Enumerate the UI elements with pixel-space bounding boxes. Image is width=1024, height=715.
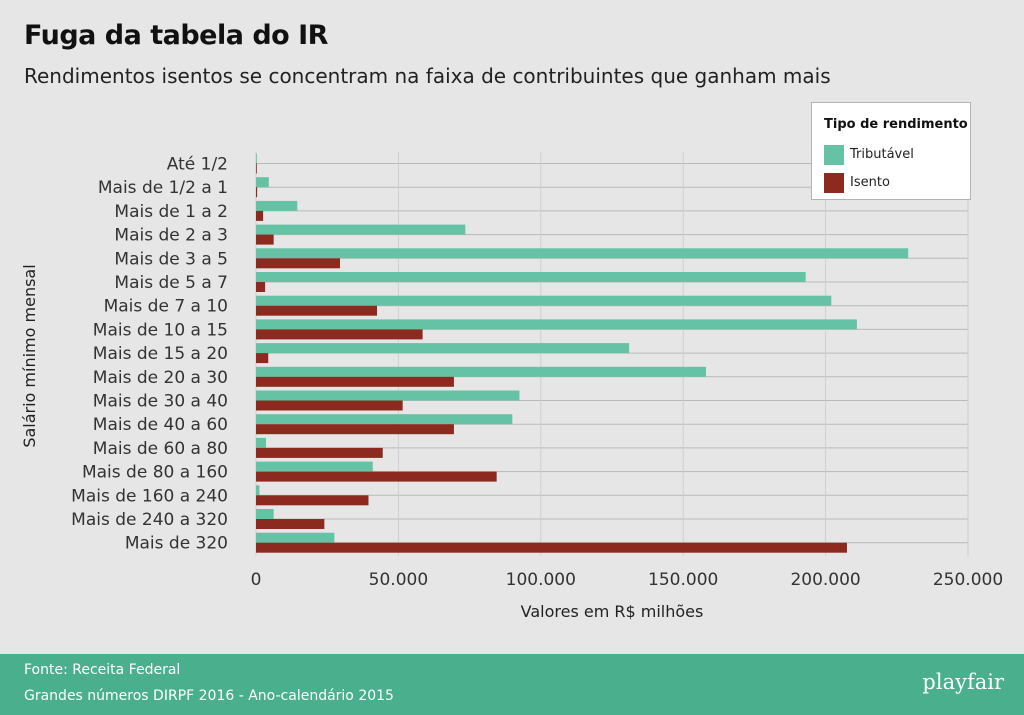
category-label: Mais de 1 a 2 <box>114 202 228 222</box>
legend-label-isento: Isento <box>850 175 890 190</box>
category-label: Mais de 160 a 240 <box>71 486 228 506</box>
bar-isento <box>256 495 369 506</box>
chart-subtitle: Rendimentos isentos se concentram na fai… <box>24 64 831 88</box>
legend: Tipo de rendimento Tributável Isento <box>811 102 971 200</box>
footer-note: Grandes números DIRPF 2016 - Ano-calendá… <box>24 688 394 704</box>
bar-isento <box>256 376 454 387</box>
category-label: Mais de 30 a 40 <box>93 392 228 412</box>
x-tick-label: 50.000 <box>369 570 428 590</box>
x-tick-label: 100.000 <box>506 570 576 590</box>
brand-logo: playfair <box>922 670 1004 694</box>
bar-isento <box>256 329 423 340</box>
bar-tributavel <box>256 200 298 211</box>
legend-swatch-tributavel <box>824 145 844 165</box>
bar-tributavel <box>256 437 266 448</box>
bar-isento <box>256 447 383 458</box>
category-label: Mais de 60 a 80 <box>93 439 228 459</box>
category-label: Mais de 10 a 15 <box>93 320 228 340</box>
bar-tributavel <box>256 272 806 282</box>
bar-tributavel <box>256 153 257 164</box>
legend-label-tributavel: Tributável <box>850 147 914 162</box>
bar-tributavel <box>256 485 260 496</box>
bar-isento <box>256 400 403 411</box>
legend-swatch-isento <box>824 173 844 193</box>
category-labels: Até 1/2 Mais de 1/2 a 1 Mais de 1 a 2 Mais … <box>71 155 228 554</box>
category-label: Mais de 7 a 10 <box>104 297 228 317</box>
category-label: Mais de 1/2 a 1 <box>98 178 228 198</box>
bar-tributavel <box>256 177 269 188</box>
bar-tributavel <box>256 295 832 306</box>
bar-isento <box>256 424 454 435</box>
bar-tributavel <box>256 319 857 330</box>
category-label: Mais de 3 a 5 <box>114 249 228 269</box>
x-tick-label: 150.000 <box>648 570 718 590</box>
category-label: Até 1/2 <box>167 155 228 175</box>
bar-isento <box>256 353 269 364</box>
x-tick-labels: 0 50.000 100.000 150.000 200.000 250.000 <box>251 570 1004 590</box>
bar-isento <box>256 234 274 245</box>
bar-isento <box>256 305 378 316</box>
category-label: Mais de 240 a 320 <box>71 510 228 530</box>
category-label: Mais de 20 a 30 <box>93 368 228 388</box>
bar-isento <box>256 471 497 482</box>
chart-title: Fuga da tabela do IR <box>24 20 328 51</box>
bar-isento <box>256 210 264 221</box>
bars <box>256 153 909 553</box>
footer-source: Fonte: Receita Federal <box>24 662 181 678</box>
bar-isento <box>256 282 266 292</box>
bar-tributavel <box>256 366 706 377</box>
category-label: Mais de 320 <box>125 534 228 554</box>
x-tick-label: 250.000 <box>933 570 1003 590</box>
bar-tributavel <box>256 509 274 519</box>
bar-tributavel <box>256 343 630 354</box>
bar-tributavel <box>256 414 513 425</box>
bar-tributavel <box>256 532 335 543</box>
x-tick-label: 200.000 <box>790 570 860 590</box>
bar-chart: Até 1/2 Mais de 1/2 a 1 Mais de 1 a 2 Mais … <box>20 152 1004 621</box>
y-axis-title: Salário mínimo mensal <box>20 264 39 447</box>
category-label: Mais de 40 a 60 <box>93 415 228 435</box>
category-label: Mais de 15 a 20 <box>93 344 228 364</box>
bar-isento <box>256 542 847 553</box>
bar-isento <box>256 163 257 174</box>
x-tick-label: 0 <box>251 570 262 590</box>
bar-isento <box>256 258 341 269</box>
bar-tributavel <box>256 248 909 259</box>
category-label: Mais de 80 a 160 <box>82 463 228 483</box>
bar-isento <box>256 187 258 198</box>
bar-isento <box>256 519 325 529</box>
legend-title: Tipo de rendimento <box>824 117 968 132</box>
category-label: Mais de 5 a 7 <box>114 273 228 293</box>
footer-bar: Fonte: Receita Federal Grandes números D… <box>0 654 1024 715</box>
category-label: Mais de 2 a 3 <box>114 226 228 246</box>
x-axis-title: Valores em R$ milhões <box>521 602 704 621</box>
bar-tributavel <box>256 461 373 472</box>
bar-tributavel <box>256 390 520 401</box>
bar-tributavel <box>256 224 466 235</box>
